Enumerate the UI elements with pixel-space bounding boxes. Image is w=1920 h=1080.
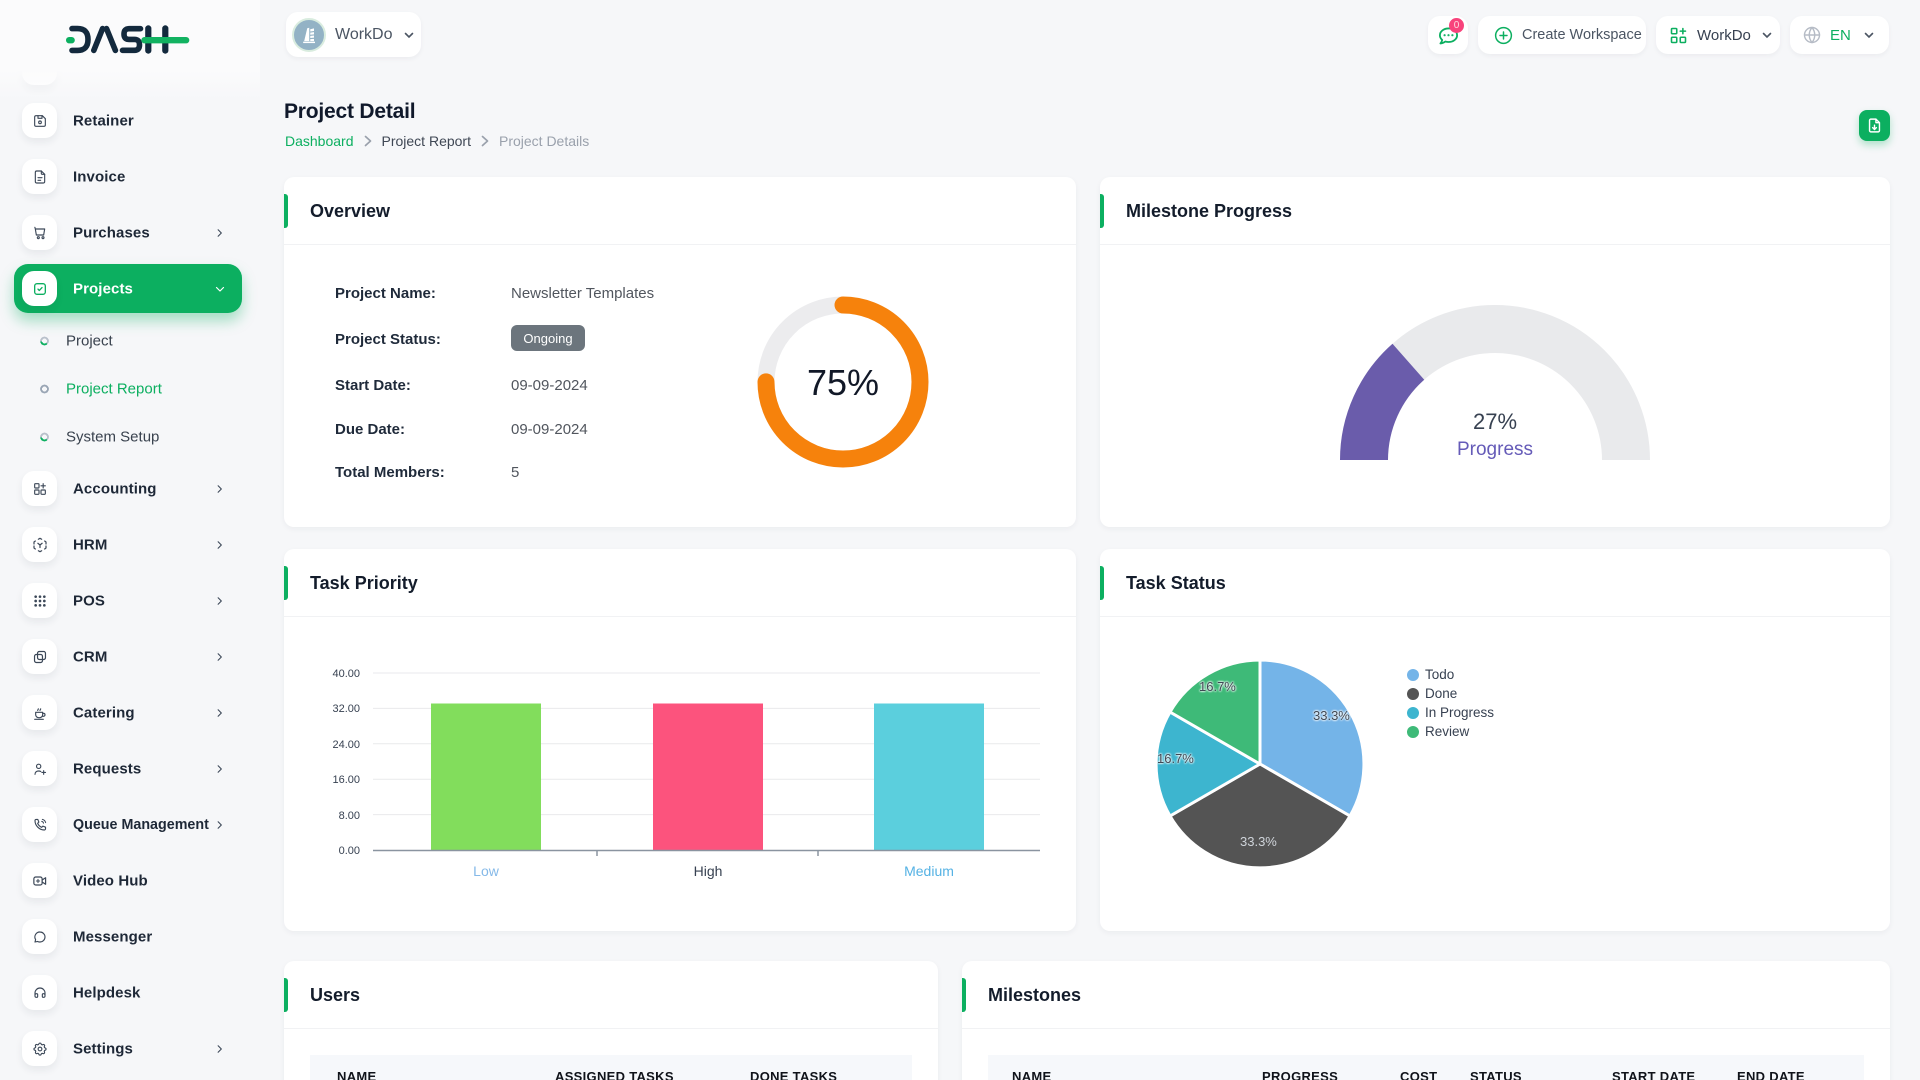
svg-text:Medium: Medium (904, 863, 954, 879)
svg-text:40.00: 40.00 (332, 668, 360, 680)
svg-text:8.00: 8.00 (339, 810, 360, 822)
svg-text:32.00: 32.00 (332, 703, 360, 715)
svg-text:75%: 75% (807, 362, 879, 403)
svg-text:0.00: 0.00 (339, 845, 360, 857)
svg-text:24.00: 24.00 (332, 739, 360, 751)
svg-text:16.00: 16.00 (332, 774, 360, 786)
svg-text:High: High (694, 863, 723, 879)
svg-text:Low: Low (473, 863, 500, 879)
